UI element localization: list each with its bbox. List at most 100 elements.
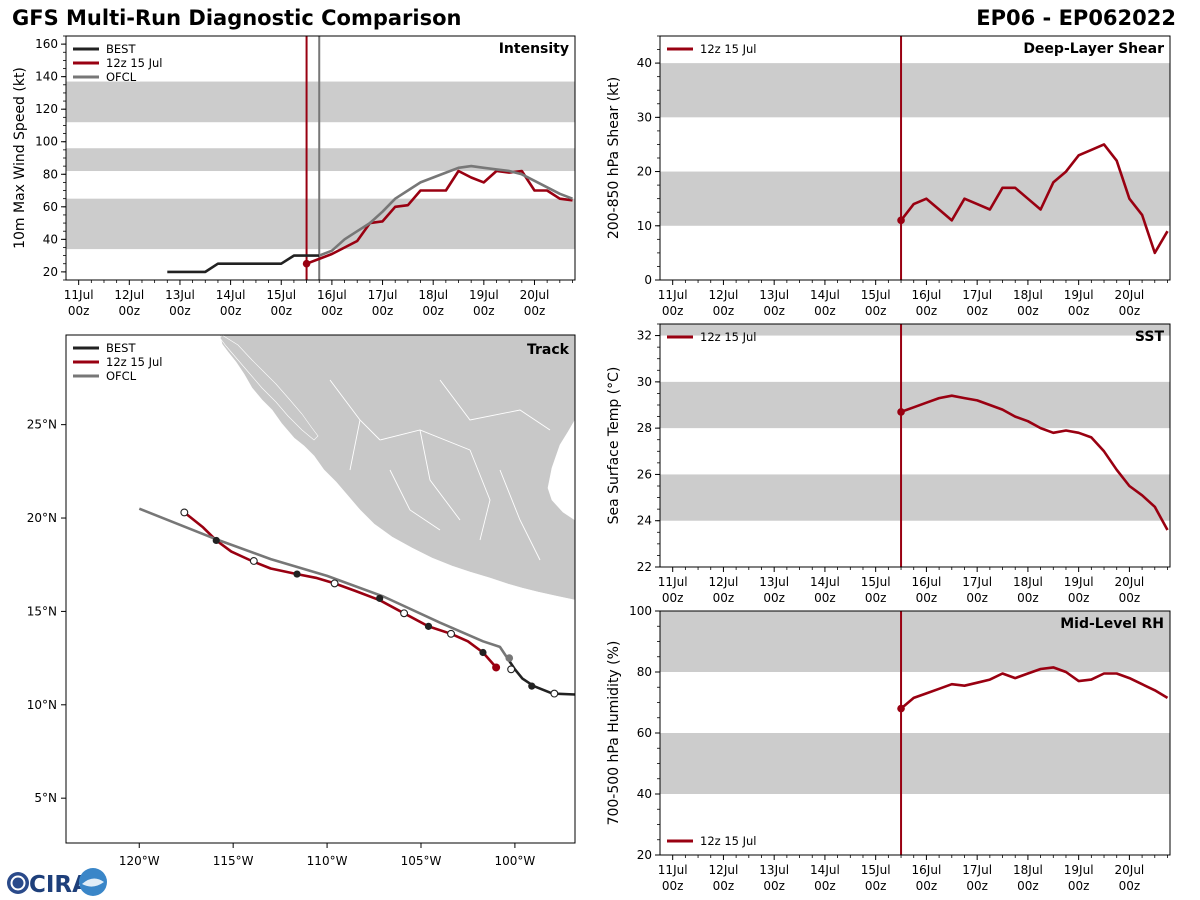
x-tick-sublabel: 00z bbox=[1119, 879, 1141, 893]
x-tick-sublabel: 00z bbox=[865, 304, 887, 318]
state-border bbox=[439, 379, 551, 431]
x-tick-label: 15Jul bbox=[861, 575, 891, 589]
state-border bbox=[349, 419, 361, 471]
series-line bbox=[318, 164, 573, 257]
state-border bbox=[419, 429, 461, 521]
x-tick-label: 120°W bbox=[119, 854, 160, 868]
shaded-band bbox=[660, 611, 1170, 672]
x-tick-label: 18Jul bbox=[1013, 575, 1043, 589]
x-tick-sublabel: 00z bbox=[68, 304, 90, 318]
y-tick-label: 10°N bbox=[27, 698, 57, 712]
track-marker-filled bbox=[424, 622, 433, 630]
y-tick-label: 20 bbox=[637, 165, 652, 179]
shaded-band bbox=[66, 198, 575, 250]
y-tick-label: 28 bbox=[637, 421, 652, 435]
shaded-band bbox=[66, 81, 575, 123]
x-tick-label: 17Jul bbox=[962, 288, 992, 302]
panel-track: 120°W 115°W 110°W 105°W 100°W 5°N 10°N 15°N 20°N… bbox=[27, 334, 576, 868]
y-tick-label: 40 bbox=[43, 232, 58, 246]
x-tick-label: 11Jul bbox=[658, 288, 688, 302]
x-tick-label: 17Jul bbox=[368, 288, 398, 302]
x-tick-sublabel: 00z bbox=[865, 591, 887, 605]
x-tick-label: 19Jul bbox=[1064, 863, 1094, 877]
track-line bbox=[138, 507, 509, 659]
land-mass bbox=[219, 335, 575, 601]
shaded-band bbox=[660, 63, 1170, 118]
legend-label: OFCL bbox=[106, 70, 137, 84]
x-tick-sublabel: 00z bbox=[814, 304, 836, 318]
shaded-band bbox=[660, 474, 1170, 521]
x-tick-sublabel: 00z bbox=[119, 304, 141, 318]
x-tick-label: 13Jul bbox=[759, 288, 789, 302]
x-tick-sublabel: 00z bbox=[372, 304, 394, 318]
series-line bbox=[306, 169, 573, 265]
panel-title: Mid-Level RH bbox=[1060, 616, 1164, 632]
y-tick-label: 40 bbox=[637, 56, 652, 70]
x-tick-label: 12Jul bbox=[114, 288, 144, 302]
panel-rh: 20 40 60 80 100 11Jul 00z 12Jul 00z 13Jul 00z 14Jul… bbox=[606, 604, 1171, 893]
page-title: GFS Multi-Run Diagnostic Comparison bbox=[12, 6, 462, 30]
x-tick-sublabel: 00z bbox=[1119, 304, 1141, 318]
ofcl-start-marker bbox=[505, 654, 514, 662]
cira-logo: CIRA bbox=[7, 868, 107, 898]
shaded-band bbox=[66, 148, 575, 172]
x-tick-sublabel: 00z bbox=[1068, 879, 1090, 893]
x-tick-sublabel: 00z bbox=[473, 304, 495, 318]
y-tick-label: 5°N bbox=[34, 791, 57, 805]
x-tick-sublabel: 00z bbox=[966, 304, 988, 318]
x-tick-sublabel: 00z bbox=[966, 591, 988, 605]
state-border bbox=[469, 449, 491, 541]
legend-label: 12z 15 Jul bbox=[106, 56, 163, 70]
x-tick-sublabel: 00z bbox=[916, 591, 938, 605]
panel-title: Track bbox=[527, 342, 570, 358]
track-marker-open bbox=[400, 609, 409, 618]
track-marker-filled bbox=[479, 648, 487, 657]
x-tick-label: 20Jul bbox=[520, 288, 550, 302]
y-tick-label: 30 bbox=[637, 110, 652, 124]
track-line bbox=[506, 657, 576, 696]
x-tick-label: 16Jul bbox=[912, 863, 942, 877]
x-tick-label: 13Jul bbox=[759, 863, 789, 877]
series-start-marker bbox=[897, 408, 905, 416]
x-tick-sublabel: 00z bbox=[321, 304, 343, 318]
x-tick-sublabel: 00z bbox=[662, 304, 684, 318]
storm-id-title: EP06 - EP062022 bbox=[976, 6, 1176, 30]
cira-globe-icon bbox=[7, 872, 29, 894]
x-tick-label: 18Jul bbox=[1013, 288, 1043, 302]
x-tick-label: 13Jul bbox=[165, 288, 195, 302]
y-tick-label: 80 bbox=[637, 665, 652, 679]
x-tick-sublabel: 00z bbox=[763, 304, 785, 318]
series-line bbox=[167, 254, 320, 274]
x-tick-label: 100°W bbox=[495, 854, 536, 868]
x-tick-sublabel: 00z bbox=[1068, 304, 1090, 318]
x-tick-label: 19Jul bbox=[469, 288, 499, 302]
track-marker-open bbox=[249, 557, 258, 565]
track-marker-open bbox=[330, 579, 339, 588]
y-axis-label: 700-500 hPa Humidity (%) bbox=[606, 641, 622, 826]
x-tick-label: 19Jul bbox=[1064, 288, 1094, 302]
x-tick-sublabel: 00z bbox=[916, 879, 938, 893]
x-tick-sublabel: 00z bbox=[713, 304, 735, 318]
y-tick-label: 24 bbox=[637, 514, 652, 528]
y-tick-label: 80 bbox=[43, 167, 58, 181]
shaded-band bbox=[660, 171, 1170, 226]
x-tick-label: 115°W bbox=[213, 854, 254, 868]
y-tick-label: 26 bbox=[637, 467, 652, 481]
run-start-marker bbox=[492, 663, 501, 672]
mainland-shape bbox=[219, 335, 575, 601]
x-tick-sublabel: 00z bbox=[524, 304, 546, 318]
x-tick-label: 17Jul bbox=[962, 863, 992, 877]
legend-label: BEST bbox=[106, 42, 136, 56]
y-tick-label: 20°N bbox=[27, 511, 57, 525]
x-tick-label: 15Jul bbox=[861, 288, 891, 302]
x-tick-label: 15Jul bbox=[861, 863, 891, 877]
x-tick-label: 105°W bbox=[401, 854, 442, 868]
legend-label: 12z 15 Jul bbox=[700, 330, 757, 344]
panel-title: Intensity bbox=[499, 41, 569, 57]
track-marker-filled bbox=[528, 682, 536, 690]
y-tick-label: 160 bbox=[35, 37, 58, 51]
series-start-marker bbox=[302, 259, 311, 268]
x-tick-label: 13Jul bbox=[759, 575, 789, 589]
y-tick-label: 10 bbox=[637, 219, 652, 233]
x-tick-label: 20Jul bbox=[1115, 575, 1145, 589]
